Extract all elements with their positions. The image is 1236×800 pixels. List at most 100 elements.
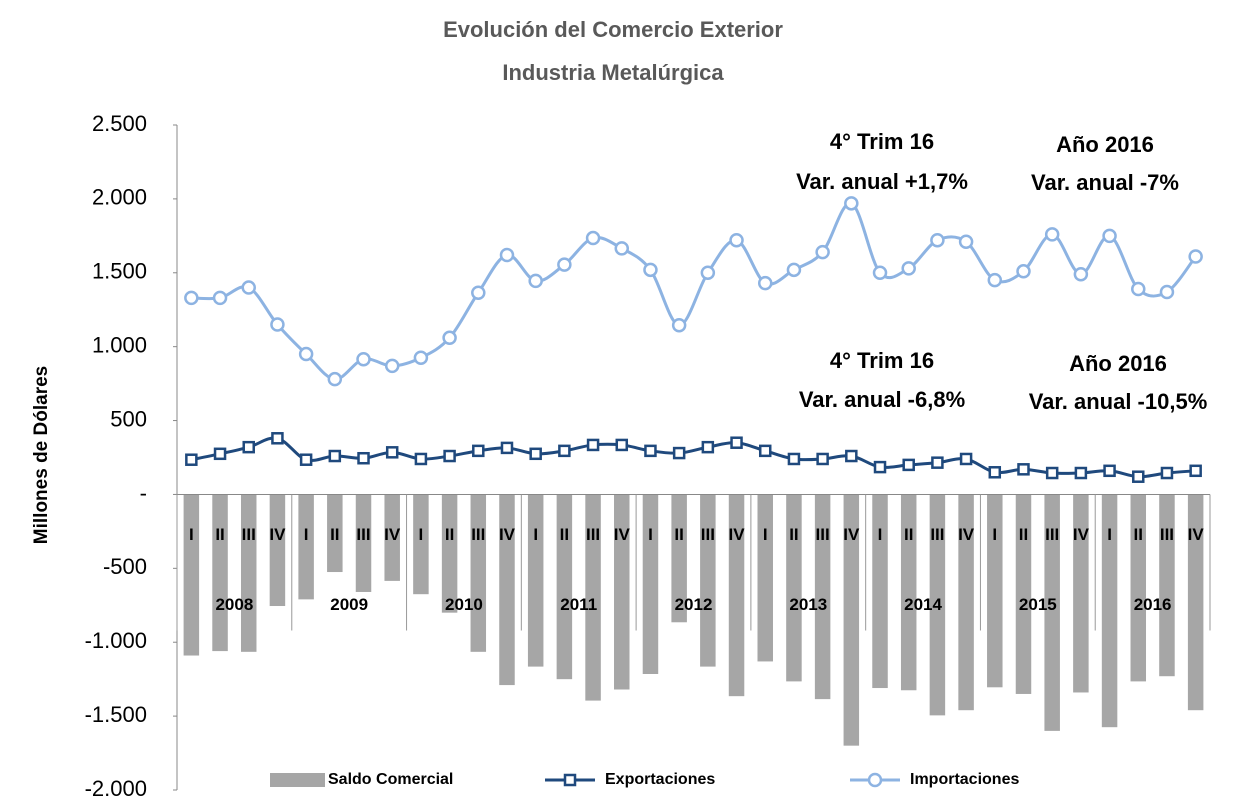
marker [1103, 464, 1116, 478]
bar [786, 494, 802, 682]
marker [500, 441, 514, 455]
year-label: 2011 [560, 595, 597, 614]
marker [241, 280, 256, 295]
y-axis-label: Millones de Dólares [31, 366, 52, 544]
bar [1015, 494, 1032, 694]
marker [185, 453, 198, 466]
marker [414, 452, 428, 466]
marker [987, 272, 1003, 288]
x-tick-label: IV [269, 525, 286, 544]
x-tick-label: II [789, 525, 798, 544]
marker [271, 432, 284, 445]
x-tick-label: IV [729, 525, 746, 544]
y-tick-label: 2.000 [92, 185, 147, 210]
bar [614, 494, 630, 690]
marker [700, 265, 716, 281]
bar [958, 494, 974, 711]
marker [1131, 281, 1146, 297]
x-tick-label: IV [843, 525, 860, 544]
bar [757, 494, 773, 662]
y-tick-label: 500 [110, 406, 147, 431]
year-label: 2013 [789, 595, 827, 614]
marker [212, 290, 228, 306]
bar [327, 494, 343, 573]
x-tick-label: III [356, 525, 370, 544]
annotation: Var. anual +1,7% [796, 169, 968, 194]
bar [872, 494, 888, 689]
bar [384, 494, 400, 581]
bar [183, 494, 200, 656]
bar [843, 494, 860, 746]
bar [700, 494, 716, 667]
marker [384, 358, 400, 374]
bar [1073, 494, 1089, 693]
marker [671, 317, 687, 333]
x-tick-label: III [1160, 525, 1174, 544]
year-label: 2008 [215, 595, 253, 614]
bar [240, 494, 257, 652]
x-tick-label: I [992, 525, 997, 544]
chart-title: Evolución del Comercio Exterior [443, 17, 783, 42]
marker [815, 244, 830, 260]
x-tick-label: IV [958, 525, 975, 544]
annotation: Año 2016 [1056, 132, 1154, 157]
bar [1101, 494, 1118, 728]
x-tick-label: I [419, 525, 424, 544]
marker [1188, 249, 1203, 264]
marker [787, 452, 801, 466]
line [191, 201, 1197, 381]
y-tick-label: -1.500 [85, 702, 147, 727]
x-tick-label: I [189, 525, 194, 544]
x-tick-label: I [763, 525, 768, 544]
x-tick-label: IV [614, 525, 631, 544]
bar [585, 494, 601, 701]
marker [443, 449, 456, 463]
bar [556, 494, 573, 680]
y-tick-label: 1.000 [92, 332, 147, 357]
y-tick-label: 2.500 [92, 111, 147, 136]
marker [873, 460, 887, 474]
marker [730, 436, 743, 449]
marker [472, 444, 485, 458]
bar [987, 494, 1003, 688]
x-tick-label: III [471, 525, 485, 544]
marker [184, 290, 199, 306]
marker [413, 350, 429, 365]
marker [959, 452, 973, 466]
bar [1044, 494, 1060, 731]
y-tick-label: -2.000 [85, 776, 147, 800]
y-tick-label: 1.500 [92, 259, 147, 284]
y-tick-label: -500 [103, 554, 147, 579]
legend-label: Saldo Comercial [328, 771, 453, 788]
x-tick-label: I [1107, 525, 1112, 544]
marker [299, 453, 313, 466]
marker [586, 438, 600, 452]
bar [355, 494, 372, 592]
bar [900, 494, 917, 691]
x-tick-label: IV [1188, 525, 1205, 544]
marker [701, 440, 715, 454]
annotation: 4° Trim 16 [830, 348, 934, 373]
bar [269, 494, 286, 607]
x-tick-label: III [930, 525, 944, 544]
bar [728, 494, 745, 697]
marker [385, 446, 399, 459]
annotation: 4° Trim 16 [830, 129, 934, 154]
x-tick-label: II [445, 525, 454, 544]
marker [1132, 470, 1145, 483]
marker [729, 233, 744, 248]
bar [499, 494, 515, 686]
legend-swatch [563, 773, 577, 787]
legend-label: Importaciones [910, 771, 1019, 788]
marker [672, 446, 686, 460]
x-tick-label: II [330, 525, 339, 544]
marker [1160, 466, 1174, 480]
bar [413, 494, 429, 595]
year-label: 2015 [1019, 595, 1057, 614]
x-tick-label: I [878, 525, 883, 544]
marker [1017, 463, 1030, 476]
marker [614, 241, 630, 256]
x-tick-label: III [242, 525, 256, 544]
marker [1073, 267, 1089, 282]
legend-label: Exportaciones [605, 771, 715, 788]
